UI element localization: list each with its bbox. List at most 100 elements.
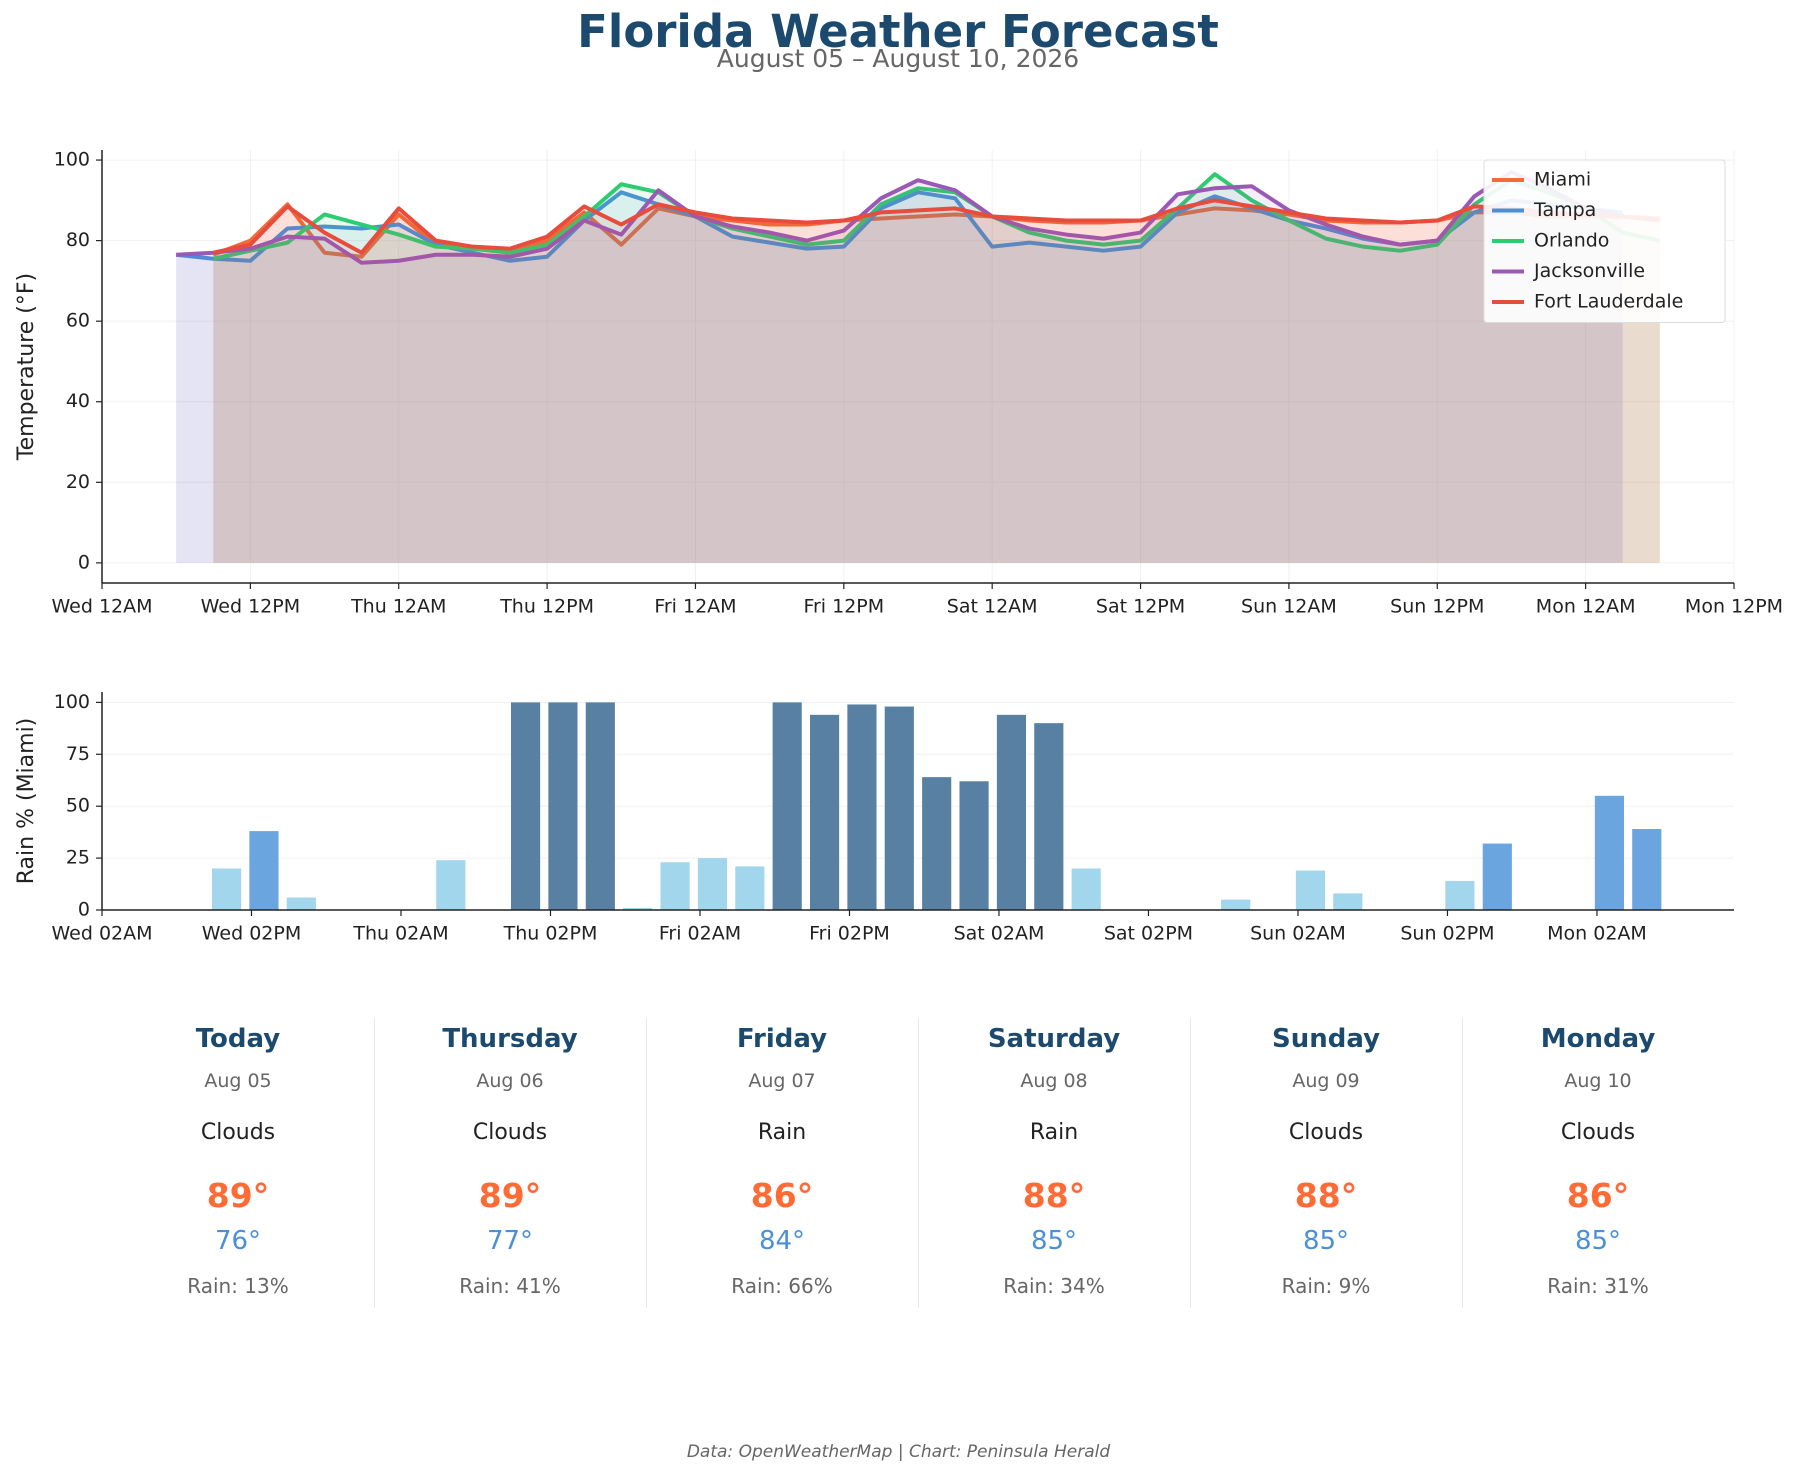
x-tick-label: Wed 02AM bbox=[51, 923, 152, 945]
x-tick-label: Mon 02AM bbox=[1547, 923, 1647, 945]
bar bbox=[922, 777, 952, 910]
bar bbox=[548, 702, 578, 910]
card-divider bbox=[918, 1018, 919, 1308]
card-rain: Rain: 34% bbox=[1003, 1274, 1105, 1298]
bar bbox=[212, 868, 242, 910]
bar bbox=[1333, 893, 1363, 910]
card-date: Aug 06 bbox=[476, 1070, 544, 1092]
card-divider bbox=[646, 1018, 647, 1308]
x-tick-label: Fri 02PM bbox=[809, 923, 890, 945]
bar bbox=[1445, 880, 1475, 910]
card-day: Friday bbox=[736, 1024, 828, 1054]
bar bbox=[1295, 870, 1326, 910]
legend-label: Jacksonville bbox=[1533, 260, 1645, 282]
legend-label: Fort Lauderdale bbox=[1534, 291, 1683, 313]
x-tick-label: Thu 12AM bbox=[350, 596, 446, 618]
area-fill bbox=[213, 204, 1660, 563]
y-tick-label: 20 bbox=[66, 471, 90, 493]
y-tick-label: 60 bbox=[66, 310, 90, 332]
x-tick-label: Sat 12AM bbox=[947, 596, 1038, 618]
x-tick-label: Sun 02PM bbox=[1400, 923, 1494, 945]
card-date: Aug 08 bbox=[1020, 1070, 1088, 1092]
card-condition: Rain bbox=[1029, 1120, 1079, 1145]
bar bbox=[1071, 868, 1101, 910]
card-rain: Rain: 31% bbox=[1547, 1274, 1649, 1298]
bar bbox=[996, 714, 1027, 910]
card-day: Thursday bbox=[442, 1024, 578, 1054]
card-low: 85° bbox=[1574, 1226, 1622, 1256]
card-day: Sunday bbox=[1271, 1024, 1381, 1054]
bar bbox=[735, 866, 765, 910]
x-tick-label: Wed 12PM bbox=[201, 596, 301, 618]
area-fill bbox=[176, 192, 1623, 563]
card-high: 89° bbox=[206, 1176, 270, 1215]
x-tick-label: Mon 12AM bbox=[1536, 596, 1636, 618]
x-tick-label: Fri 12PM bbox=[803, 596, 884, 618]
bar bbox=[772, 702, 802, 910]
x-tick-label: Thu 12PM bbox=[499, 596, 594, 618]
x-tick-label: Sat 12PM bbox=[1096, 596, 1185, 618]
x-tick-label: Mon 12PM bbox=[1685, 596, 1783, 618]
card-day: Saturday bbox=[987, 1024, 1121, 1054]
y-axis-label: Temperature (°F) bbox=[14, 273, 39, 461]
x-tick-label: Wed 02PM bbox=[202, 923, 302, 945]
bar bbox=[436, 860, 466, 910]
legend-label: Miami bbox=[1534, 169, 1591, 191]
legend-label: Tampa bbox=[1533, 199, 1596, 221]
series-line bbox=[212, 198, 1661, 255]
x-tick-label: Wed 12AM bbox=[51, 596, 152, 618]
y-tick-label: 100 bbox=[54, 691, 90, 713]
card-divider bbox=[1190, 1018, 1191, 1308]
bar bbox=[847, 704, 877, 910]
bar bbox=[510, 702, 541, 910]
bar bbox=[623, 907, 653, 910]
x-tick-label: Sun 12PM bbox=[1390, 596, 1484, 618]
card-date: Aug 10 bbox=[1564, 1070, 1632, 1092]
card-divider bbox=[374, 1018, 375, 1308]
x-tick-label: Fri 12AM bbox=[654, 596, 736, 618]
card-high: 88° bbox=[1022, 1176, 1086, 1215]
footer: Data: OpenWeatherMap | Chart: Peninsula … bbox=[686, 1442, 1111, 1462]
bar bbox=[809, 714, 840, 910]
series-line bbox=[176, 170, 1624, 265]
bar bbox=[1632, 829, 1662, 910]
card-high: 89° bbox=[478, 1176, 542, 1215]
card-low: 76° bbox=[214, 1226, 262, 1256]
bar bbox=[585, 702, 615, 910]
y-tick-label: 0 bbox=[78, 899, 90, 921]
legend-label: Orlando bbox=[1534, 230, 1609, 252]
card-rain: Rain: 41% bbox=[459, 1274, 561, 1298]
y-tick-label: 25 bbox=[66, 847, 90, 869]
x-tick-label: Sat 02PM bbox=[1104, 923, 1193, 945]
card-high: 86° bbox=[1566, 1176, 1630, 1215]
area-fill bbox=[213, 200, 1660, 563]
y-tick-label: 40 bbox=[66, 390, 90, 412]
x-tick-label: Thu 02PM bbox=[503, 923, 598, 945]
card-divider bbox=[1462, 1018, 1463, 1308]
card-date: Aug 09 bbox=[1292, 1070, 1360, 1092]
x-tick-label: Sun 02AM bbox=[1250, 923, 1346, 945]
legend-box bbox=[1483, 159, 1726, 323]
x-tick-label: Fri 02AM bbox=[659, 923, 741, 945]
card-low: 85° bbox=[1030, 1226, 1078, 1256]
card-condition: Clouds bbox=[200, 1120, 276, 1145]
card-low: 85° bbox=[1302, 1226, 1350, 1256]
area-fill bbox=[176, 172, 1623, 563]
card-date: Aug 07 bbox=[748, 1070, 816, 1092]
bar bbox=[1034, 723, 1064, 910]
bar bbox=[660, 862, 690, 910]
y-tick-label: 50 bbox=[66, 795, 90, 817]
card-low: 84° bbox=[758, 1226, 806, 1256]
card-condition: Rain bbox=[757, 1120, 807, 1145]
x-tick-label: Thu 02AM bbox=[352, 923, 448, 945]
card-condition: Clouds bbox=[472, 1120, 548, 1145]
bar bbox=[884, 706, 914, 910]
card-rain: Rain: 13% bbox=[187, 1274, 289, 1298]
card-condition: Clouds bbox=[1560, 1120, 1636, 1145]
y-axis-label: Rain % (Miami) bbox=[14, 718, 39, 885]
bar bbox=[959, 781, 989, 910]
page-title: Florida Weather Forecast bbox=[577, 5, 1219, 58]
bar bbox=[249, 831, 279, 910]
x-tick-label: Sun 12AM bbox=[1241, 596, 1337, 618]
